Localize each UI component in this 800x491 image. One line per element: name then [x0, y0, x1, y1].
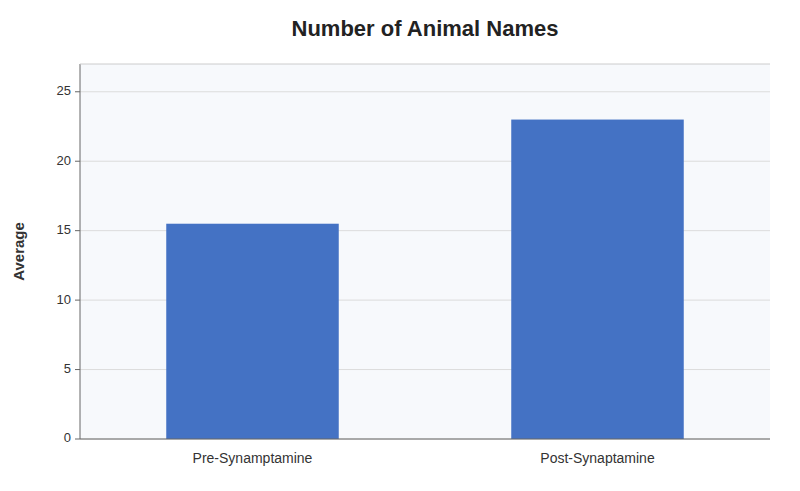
tick-label: 25 — [57, 83, 71, 98]
tick-mark — [75, 91, 80, 92]
x-axis-line — [80, 439, 770, 440]
chart-svg: 0 5 10 15 20 25 Pre-Synamptamine Post-Synaptami… — [0, 0, 800, 491]
tick-mark — [75, 300, 80, 301]
plot-background — [80, 64, 770, 439]
bar — [166, 224, 339, 439]
y-axis-label: Average — [10, 222, 27, 281]
tick-label: 10 — [57, 292, 71, 307]
tick-label: 15 — [57, 222, 71, 237]
tick-mark — [75, 439, 80, 440]
chart-title: Number of Animal Names — [292, 16, 559, 41]
grid-line — [80, 91, 770, 92]
bars — [166, 120, 684, 439]
x-axis: Pre-Synamptamine Post-Synaptamine — [193, 450, 655, 466]
tick-label: 0 — [64, 430, 71, 445]
chart-container: 0 5 10 15 20 25 Pre-Synamptamine Post-Synaptami… — [0, 0, 800, 491]
tick-mark — [75, 230, 80, 231]
y-axis-line — [80, 64, 81, 439]
grid-line — [80, 439, 770, 440]
bar — [511, 120, 684, 439]
tick-label: 20 — [57, 153, 71, 168]
category-label: Pre-Synamptamine — [193, 450, 313, 466]
y-axis: 0 5 10 15 20 25 — [57, 83, 770, 445]
category-label: Post-Synaptamine — [540, 450, 655, 466]
tick-mark — [75, 161, 80, 162]
tick-mark — [75, 369, 80, 370]
tick-label: 5 — [64, 361, 71, 376]
plot-top-edge — [80, 64, 770, 65]
